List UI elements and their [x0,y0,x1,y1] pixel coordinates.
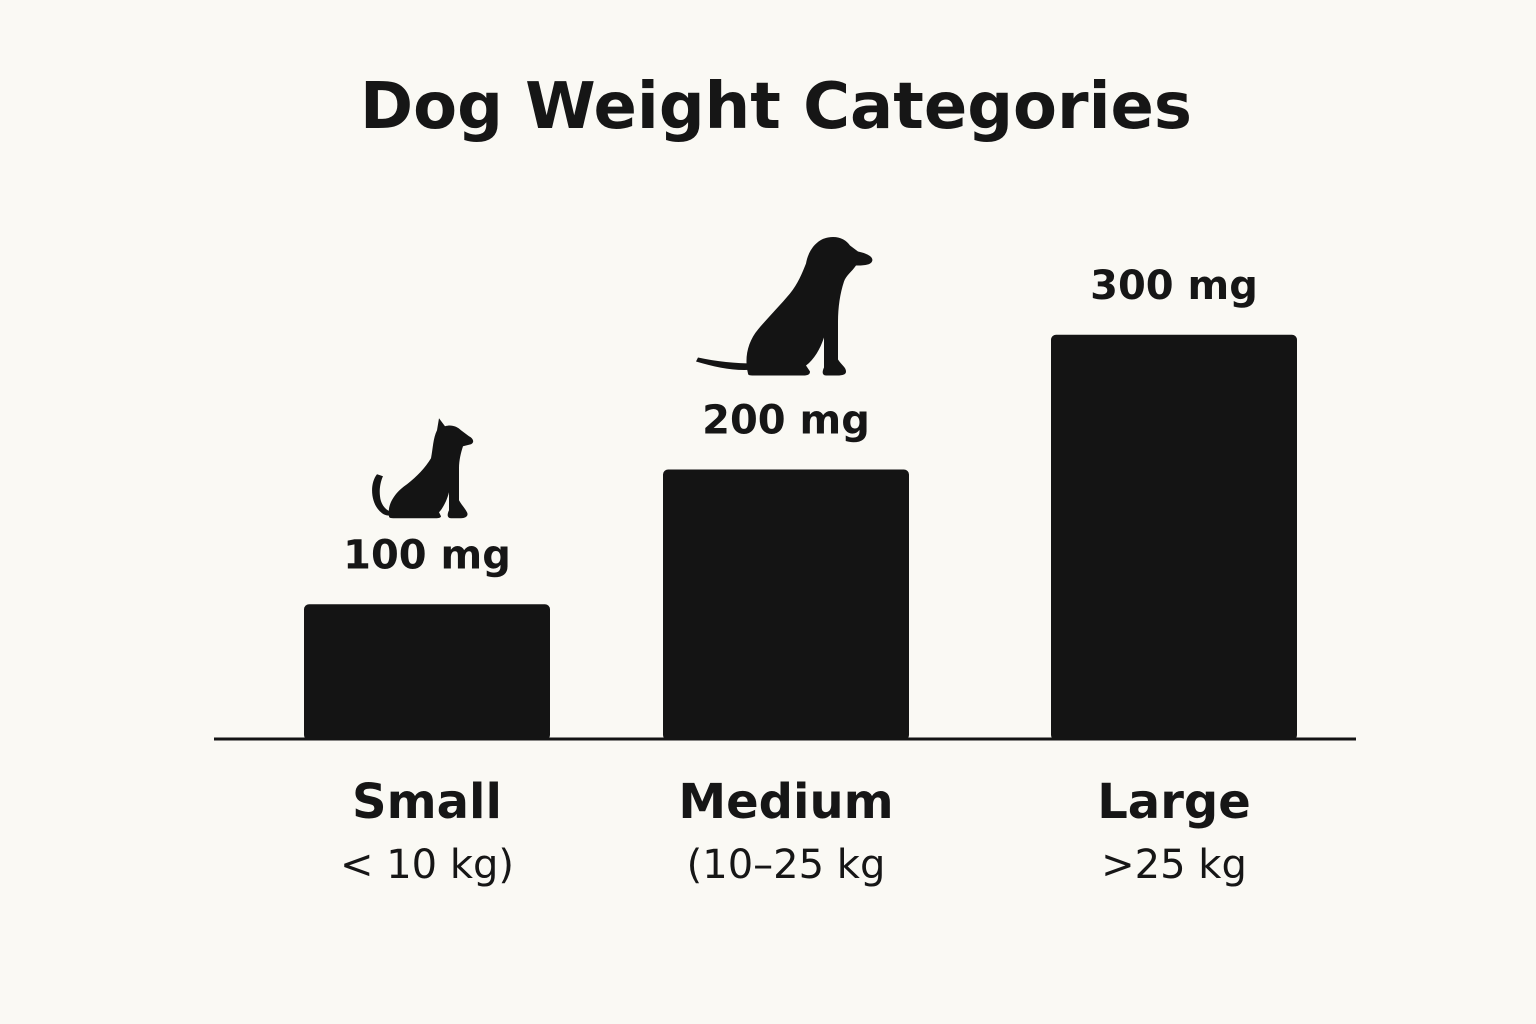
chart-title: Dog Weight Categories [360,70,1192,144]
category-range-medium: (10–25 kg [687,842,886,888]
value-label-large: 300 mg [1090,263,1258,309]
category-range-large: >25 kg [1101,842,1247,888]
bar-group-medium: 200 mg Medium (10–25 kg [663,237,909,888]
small-dog-icon [372,418,473,518]
bars-layer: 100 mg Small < 10 kg) 200 mg Medium (10–25 kg… [304,237,1297,888]
medium-dog-icon [696,237,872,376]
bar-large [1051,335,1297,740]
value-label-medium: 200 mg [702,398,870,444]
bar-group-large: 300 mg Large >25 kg [1051,263,1297,888]
category-label-large: Large [1097,774,1251,830]
bar-medium [663,470,909,741]
bar-small [304,604,550,740]
category-label-small: Small [352,774,502,830]
category-range-small: < 10 kg) [340,842,514,888]
bar-group-small: 100 mg Small < 10 kg) [304,418,550,888]
category-label-medium: Medium [678,774,893,830]
value-label-small: 100 mg [343,532,511,578]
